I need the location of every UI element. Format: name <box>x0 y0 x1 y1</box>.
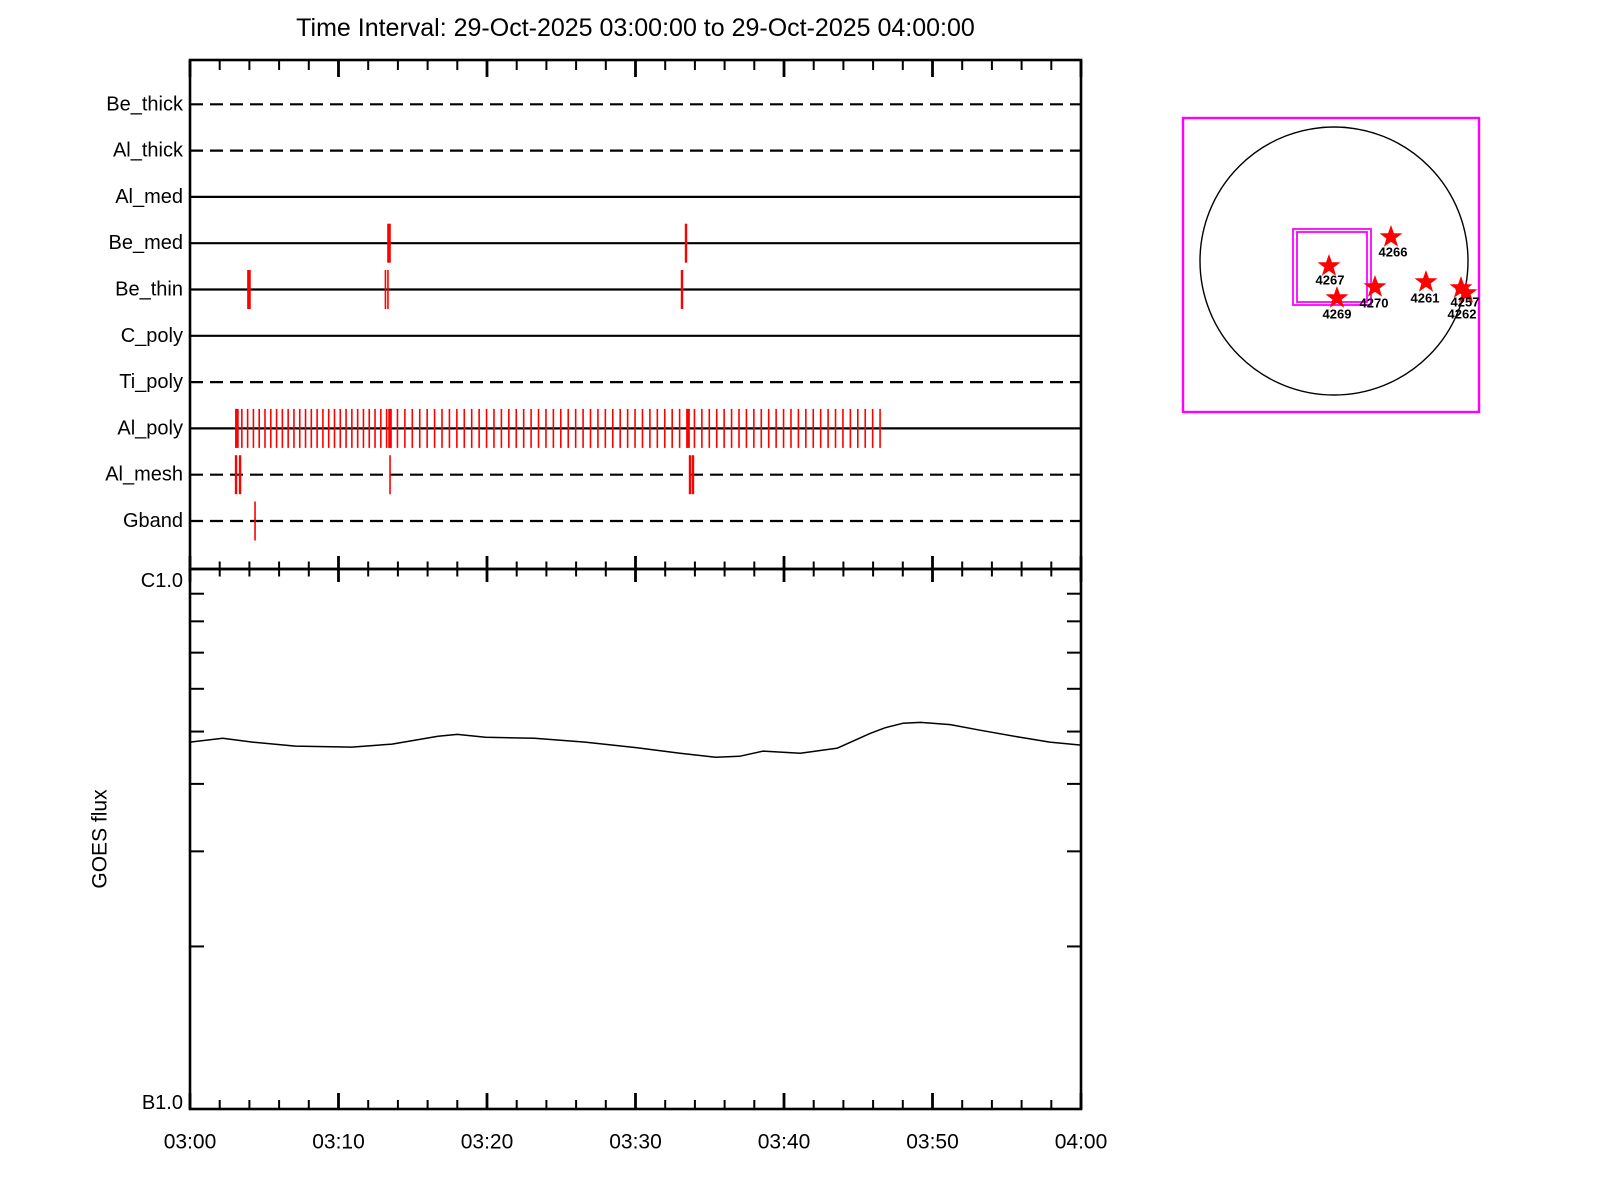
inset-border <box>1181 116 1481 414</box>
time-label-03:30: 03:30 <box>609 1131 662 1154</box>
active-region-label-4267: 4267 <box>1316 273 1345 288</box>
active-region-star-4270 <box>1363 274 1387 297</box>
filter-label-Be_thick: Be_thick <box>106 93 184 115</box>
filter-label-Al_mesh: Al_mesh <box>105 464 183 486</box>
active-region-label-4270: 4270 <box>1360 296 1389 311</box>
filter-label-Ti_poly: Ti_poly <box>119 371 183 393</box>
active-region-label-4269: 4269 <box>1323 307 1352 322</box>
time-label-03:20: 03:20 <box>461 1131 514 1154</box>
time-label-03:40: 03:40 <box>758 1131 811 1154</box>
time-label-03:50: 03:50 <box>906 1131 959 1154</box>
active-region-label-4257: 4257 <box>1451 295 1480 310</box>
active-region-label-4261: 4261 <box>1411 291 1440 306</box>
goes-flux-curve <box>189 721 1082 759</box>
active-region-star-4257 <box>1449 275 1473 298</box>
filter-label-Al_thick: Al_thick <box>113 140 184 162</box>
filter-label-Be_thin: Be_thin <box>115 279 183 301</box>
active-region-star-4267 <box>1317 253 1341 276</box>
filter-label-Al_med: Al_med <box>115 186 183 208</box>
active-region-label-4266: 4266 <box>1379 245 1408 260</box>
goes-y-axis-title: GOES flux <box>89 789 112 889</box>
goes-flux-panel: 03:00 03:10 03:20 03:30 03:40 03:50 04:00 <box>164 567 1108 1154</box>
goes-panel-border <box>188 567 1083 1111</box>
filter-label-Gband: Gband <box>123 510 183 532</box>
filter-label-Be_med: Be_med <box>109 232 184 254</box>
filter-label-Al_poly: Al_poly <box>117 417 183 439</box>
time-label-03:00: 03:00 <box>164 1131 217 1154</box>
timeline-panel-border <box>188 58 1083 571</box>
timeline-panel: Be_thick Al_thick Al_med Be_med Be_thin C_pol… <box>105 58 1083 1109</box>
active-region-label-4262: 4262 <box>1448 307 1477 322</box>
solar-disk <box>1199 126 1469 396</box>
goes-y-bottom-label: B1.0 <box>142 1092 183 1114</box>
active-region-star-4269 <box>1325 285 1349 308</box>
time-label-03:10: 03:10 <box>312 1131 365 1154</box>
active-region-star-4261 <box>1414 269 1438 292</box>
goes-y-top-label: C1.0 <box>141 570 183 592</box>
plot-title: Time Interval: 29-Oct-2025 03:00:00 to 2… <box>296 14 975 42</box>
active-region-star-4266 <box>1379 224 1403 247</box>
time-label-04:00: 04:00 <box>1055 1131 1108 1154</box>
filter-label-C_poly: C_poly <box>121 325 183 347</box>
